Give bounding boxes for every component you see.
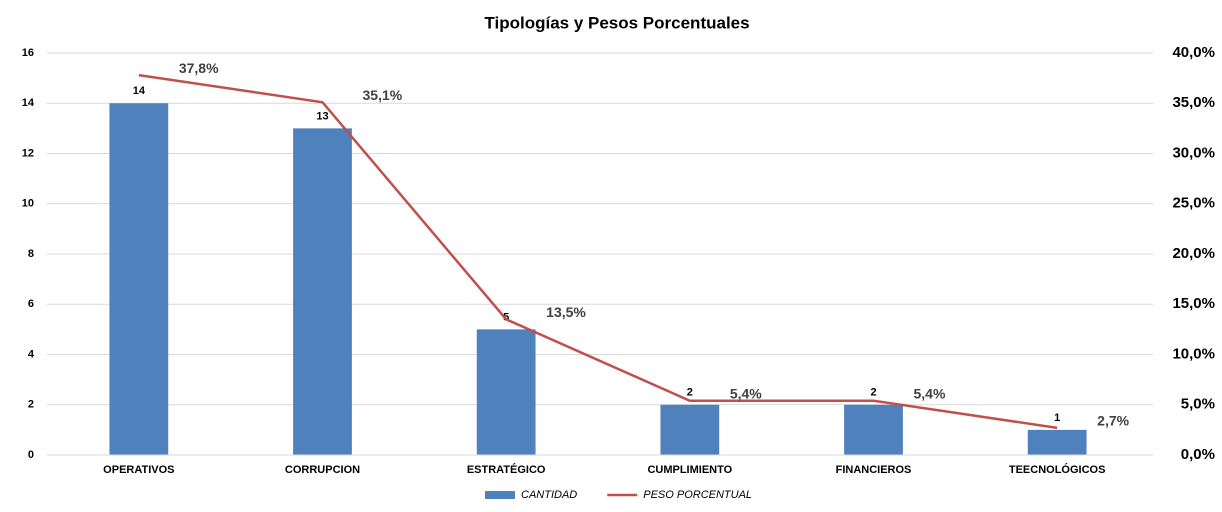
bar — [476, 329, 536, 455]
line-value-label: 35,1% — [363, 87, 403, 103]
bar-value-label: 1 — [1054, 412, 1060, 424]
x-tick-label: ESTRATÉGICO — [467, 463, 546, 476]
bar — [293, 128, 352, 455]
bar — [660, 404, 720, 455]
x-tick-label: TEECNOLÓGICOS — [1009, 463, 1106, 476]
line-value-label: 5,4% — [730, 385, 762, 401]
y2-tick-label: 35,0% — [1172, 94, 1215, 111]
line-value-label: 37,8% — [179, 60, 219, 76]
y-tick-label: 14 — [22, 97, 35, 109]
y-tick-label: 4 — [28, 348, 35, 360]
line-value-label: 13,5% — [546, 304, 586, 320]
y2-tick-label: 25,0% — [1172, 195, 1215, 212]
y2-tick-label: 20,0% — [1172, 245, 1215, 262]
y-tick-label: 12 — [22, 147, 34, 159]
chart-title: Tipologías y Pesos Porcentuales — [484, 13, 749, 32]
y-tick-label: 0 — [28, 449, 34, 461]
x-tick-label: FINANCIEROS — [836, 464, 912, 476]
bar — [844, 404, 903, 455]
y2-tick-label: 0,0% — [1181, 446, 1215, 463]
line-value-label: 2,7% — [1097, 413, 1129, 429]
y2-tick-label: 15,0% — [1172, 295, 1215, 312]
x-tick-label: CORRUPCION — [285, 464, 360, 476]
bar-value-label: 13 — [316, 110, 328, 122]
y-tick-label: 16 — [22, 47, 34, 59]
y-tick-label: 6 — [28, 298, 34, 310]
legend-label: CANTIDAD — [521, 489, 577, 501]
x-tick-label: OPERATIVOS — [103, 464, 174, 476]
y2-tick-label: 10,0% — [1172, 345, 1215, 362]
bar-value-label: 2 — [687, 387, 693, 399]
legend-label: PESO PORCENTUAL — [643, 489, 752, 501]
x-tick-label: CUMPLIMIENTO — [647, 464, 732, 476]
line — [138, 73, 1058, 430]
y2-tick-label: 5,0% — [1181, 396, 1215, 413]
bar — [1027, 429, 1087, 455]
bar-value-label: 5 — [503, 311, 509, 323]
bar-value-label: 14 — [133, 85, 146, 97]
y2-tick-label: 40,0% — [1172, 44, 1215, 61]
y-tick-label: 2 — [28, 399, 34, 411]
y-tick-label: 10 — [22, 198, 34, 210]
bar — [109, 103, 169, 455]
line-value-label: 5,4% — [914, 385, 946, 401]
legend-swatch — [485, 491, 515, 499]
y2-tick-label: 30,0% — [1172, 144, 1215, 161]
bar-value-label: 2 — [870, 387, 876, 399]
y-tick-label: 8 — [28, 248, 34, 260]
